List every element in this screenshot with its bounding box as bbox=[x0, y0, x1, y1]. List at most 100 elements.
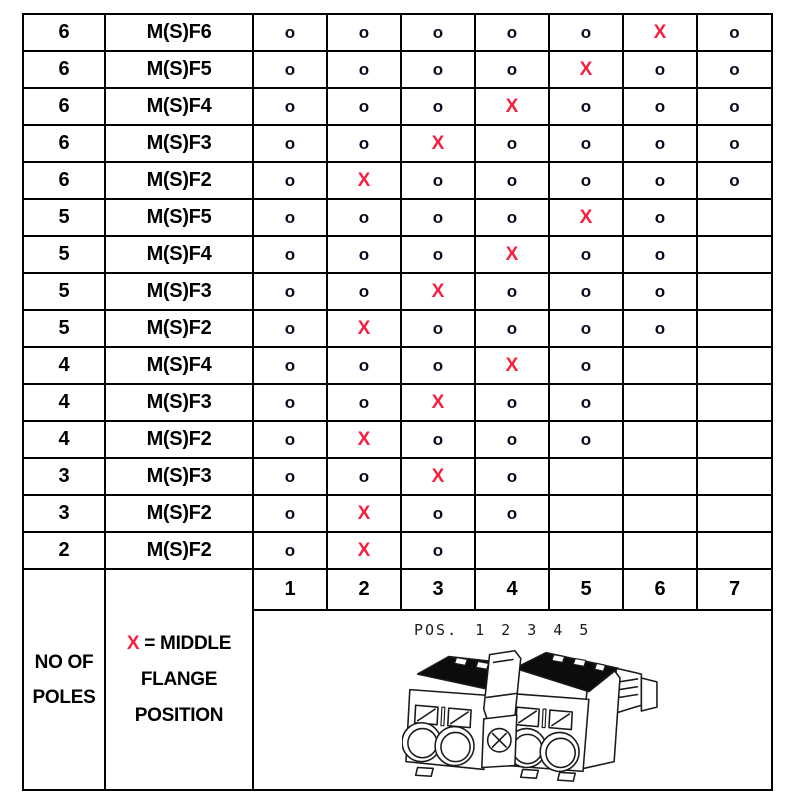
contact-mark-cell: o bbox=[474, 161, 550, 200]
contact-mark-cell: o bbox=[474, 457, 550, 496]
middle-flange-mark-cell: X bbox=[326, 420, 402, 459]
contact-mark-cell: o bbox=[252, 272, 328, 311]
position-header-row: NO OF POLES X = MIDDLE FLANGE POSITION 1… bbox=[22, 568, 773, 791]
position-number-header: 5 bbox=[548, 568, 624, 611]
variant-label-cell: M(S)F5 bbox=[104, 50, 254, 89]
empty-cell bbox=[696, 494, 773, 533]
empty-cell bbox=[696, 531, 773, 570]
contact-mark-cell: o bbox=[622, 161, 698, 200]
contact-mark-cell: o bbox=[400, 309, 476, 348]
empty-cell bbox=[696, 346, 773, 385]
poles-count-cell: 3 bbox=[22, 494, 106, 533]
contact-mark-cell: o bbox=[400, 420, 476, 459]
poles-count-cell: 6 bbox=[22, 50, 106, 89]
contact-mark-cell: o bbox=[548, 309, 624, 348]
middle-flange-mark-cell: X bbox=[326, 531, 402, 570]
variant-label-cell: M(S)F3 bbox=[104, 457, 254, 496]
contact-mark-cell: o bbox=[400, 50, 476, 89]
position-number-header: 1 bbox=[252, 568, 328, 611]
middle-flange-mark-cell: X bbox=[400, 457, 476, 496]
variant-label-cell: M(S)F3 bbox=[104, 272, 254, 311]
variant-label-cell: M(S)F3 bbox=[104, 124, 254, 163]
middle-flange-mark-cell: X bbox=[400, 272, 476, 311]
empty-cell bbox=[696, 420, 773, 459]
contact-mark-cell: o bbox=[696, 161, 773, 200]
contact-mark-cell: o bbox=[252, 124, 328, 163]
contact-mark-cell: o bbox=[252, 87, 328, 126]
contact-mark-cell: o bbox=[252, 50, 328, 89]
table-footer: NO OF POLES X = MIDDLE FLANGE POSITION 1… bbox=[22, 568, 773, 791]
contact-mark-cell: o bbox=[474, 309, 550, 348]
legend-line1-text: = MIDDLE bbox=[144, 632, 232, 654]
contact-mark-cell: o bbox=[400, 87, 476, 126]
empty-cell bbox=[622, 531, 698, 570]
variant-label-cell: M(S)F6 bbox=[104, 13, 254, 52]
variant-label-cell: M(S)F5 bbox=[104, 198, 254, 237]
empty-cell bbox=[548, 531, 624, 570]
contact-mark-cell: o bbox=[252, 420, 328, 459]
contact-mark-cell: o bbox=[252, 235, 328, 274]
contact-mark-cell: o bbox=[252, 13, 328, 52]
contact-mark-cell: o bbox=[400, 198, 476, 237]
contact-mark-cell: o bbox=[696, 50, 773, 89]
variant-label-cell: M(S)F2 bbox=[104, 420, 254, 459]
position-number-header: 6 bbox=[622, 568, 698, 611]
middle-flange-mark-cell: X bbox=[622, 13, 698, 52]
contact-mark-cell: o bbox=[252, 161, 328, 200]
contact-mark-cell: o bbox=[400, 531, 476, 570]
contact-mark-cell: o bbox=[326, 198, 402, 237]
poles-count-cell: 6 bbox=[22, 124, 106, 163]
poles-count-cell: 2 bbox=[22, 531, 106, 570]
empty-cell bbox=[696, 383, 773, 422]
variant-label-cell: M(S)F4 bbox=[104, 235, 254, 274]
contact-mark-cell: o bbox=[326, 457, 402, 496]
contact-mark-cell: o bbox=[474, 420, 550, 459]
diagram-position-number: 1 bbox=[475, 621, 485, 639]
contact-mark-cell: o bbox=[696, 124, 773, 163]
pos-label-line: POS. 1 2 3 4 5 bbox=[414, 621, 588, 639]
diagram-position-number: 2 bbox=[501, 621, 511, 639]
contact-mark-cell: o bbox=[548, 272, 624, 311]
contact-mark-cell: o bbox=[622, 235, 698, 274]
empty-cell bbox=[622, 457, 698, 496]
contact-mark-cell: o bbox=[548, 346, 624, 385]
poles-count-cell: 4 bbox=[22, 346, 106, 385]
contact-mark-cell: o bbox=[548, 383, 624, 422]
contact-mark-cell: o bbox=[474, 198, 550, 237]
poles-label-line2: POLES bbox=[32, 686, 96, 708]
variant-label-cell: M(S)F2 bbox=[104, 309, 254, 348]
connector-diagram-cell: POS. 1 2 3 4 5 bbox=[252, 609, 773, 791]
legend-line3: POSITION bbox=[134, 704, 224, 726]
contact-mark-cell: o bbox=[400, 346, 476, 385]
contact-mark-cell: o bbox=[474, 272, 550, 311]
right-module bbox=[506, 651, 621, 782]
contact-mark-cell: o bbox=[548, 161, 624, 200]
empty-cell bbox=[622, 494, 698, 533]
poles-count-cell: 6 bbox=[22, 13, 106, 52]
empty-cell bbox=[622, 346, 698, 385]
empty-cell bbox=[696, 457, 773, 496]
position-number-header: 7 bbox=[696, 568, 773, 611]
connector-diagram: POS. 1 2 3 4 5 bbox=[255, 612, 770, 788]
empty-cell bbox=[474, 531, 550, 570]
middle-flange-mark-cell: X bbox=[548, 50, 624, 89]
poles-count-cell: 4 bbox=[22, 383, 106, 422]
contact-mark-cell: o bbox=[252, 457, 328, 496]
empty-cell bbox=[696, 272, 773, 311]
contact-mark-cell: o bbox=[252, 383, 328, 422]
contact-mark-cell: o bbox=[474, 124, 550, 163]
variant-label-cell: M(S)F4 bbox=[104, 346, 254, 385]
diagram-position-number: 4 bbox=[553, 621, 563, 639]
contact-mark-cell: o bbox=[548, 13, 624, 52]
poles-count-cell: 6 bbox=[22, 161, 106, 200]
